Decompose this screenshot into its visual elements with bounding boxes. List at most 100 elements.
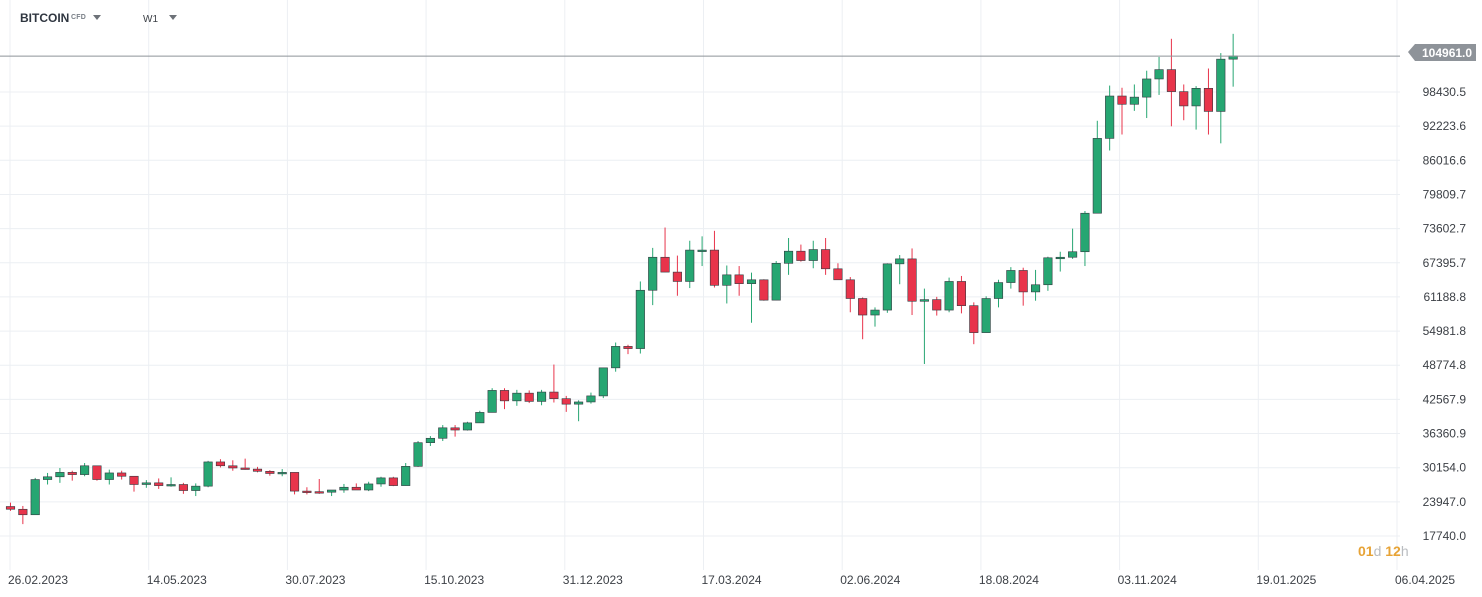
candle[interactable] (351, 483, 361, 491)
candle[interactable] (734, 266, 744, 296)
candle[interactable] (821, 237, 831, 275)
candle[interactable] (450, 425, 460, 437)
candle[interactable] (1018, 267, 1028, 306)
candle[interactable] (709, 230, 720, 288)
candle[interactable] (80, 463, 90, 477)
candle[interactable] (178, 482, 188, 494)
candle[interactable] (598, 367, 608, 399)
candle[interactable] (1068, 228, 1078, 259)
candle[interactable] (401, 463, 411, 486)
candle[interactable] (919, 288, 929, 364)
candle[interactable] (277, 469, 287, 477)
candle[interactable] (944, 277, 954, 313)
candle[interactable] (413, 441, 423, 467)
candle[interactable] (697, 236, 707, 267)
price-axis[interactable]: 98430.5 92223.6 86016.6 79809.7 73602.7 67395… (1423, 85, 1467, 543)
candle[interactable] (388, 476, 398, 487)
candle[interactable] (648, 247, 658, 306)
candle[interactable] (376, 476, 386, 487)
candle[interactable] (364, 481, 374, 492)
timeframe-dropdown-icon[interactable] (169, 15, 177, 20)
candle[interactable] (524, 390, 534, 404)
candle[interactable] (660, 227, 670, 273)
candle[interactable] (932, 296, 942, 316)
candle[interactable] (1179, 84, 1189, 121)
candle[interactable] (240, 458, 250, 470)
candle[interactable] (1006, 267, 1016, 289)
candle[interactable] (1092, 120, 1102, 214)
candle[interactable] (1154, 56, 1164, 95)
candle[interactable] (487, 388, 497, 413)
candle[interactable] (499, 388, 510, 410)
candle[interactable] (1166, 38, 1176, 127)
candle[interactable] (438, 425, 448, 442)
candle[interactable] (969, 302, 979, 345)
candle[interactable] (771, 261, 781, 301)
candle[interactable] (536, 389, 547, 406)
candle[interactable] (1203, 68, 1213, 135)
candle[interactable] (981, 296, 991, 333)
candle[interactable] (561, 395, 571, 412)
candle[interactable] (191, 483, 201, 497)
candle[interactable] (574, 400, 584, 422)
candle[interactable] (203, 460, 213, 488)
candle[interactable] (302, 487, 312, 495)
candle[interactable] (228, 460, 238, 471)
candle[interactable] (1142, 70, 1152, 119)
candle[interactable] (611, 342, 621, 372)
candle[interactable] (956, 275, 967, 314)
candle[interactable] (18, 505, 28, 525)
candle[interactable] (42, 472, 53, 485)
candle[interactable] (92, 465, 102, 481)
candle[interactable] (252, 466, 263, 473)
candle[interactable] (722, 265, 732, 304)
candle[interactable] (1080, 211, 1090, 267)
candle[interactable] (67, 470, 77, 481)
candle[interactable] (339, 483, 349, 493)
candle[interactable] (1105, 85, 1115, 151)
candle[interactable] (154, 478, 164, 489)
candle[interactable] (759, 279, 769, 301)
candle[interactable] (129, 475, 139, 492)
candle[interactable] (796, 244, 806, 262)
candle[interactable] (685, 240, 695, 289)
candle[interactable] (512, 389, 522, 406)
candle[interactable] (1216, 53, 1226, 144)
candle[interactable] (783, 237, 794, 275)
candle[interactable] (623, 344, 633, 355)
candle[interactable] (1129, 84, 1139, 111)
candle[interactable] (635, 281, 645, 354)
timeframe-selector[interactable]: W1 (143, 14, 158, 25)
candle[interactable] (289, 472, 300, 495)
candle[interactable] (1191, 86, 1201, 130)
candle[interactable] (895, 255, 905, 285)
candle[interactable] (55, 467, 65, 483)
candle[interactable] (30, 477, 40, 516)
candle[interactable] (1043, 256, 1053, 291)
candle[interactable] (882, 263, 892, 313)
candle[interactable] (215, 459, 225, 468)
time-axis[interactable]: 26.02.2023 14.05.2023 30.07.2023 15.10.2023… (8, 573, 1455, 587)
symbol-dropdown-icon[interactable] (93, 15, 101, 20)
candle[interactable] (475, 410, 485, 424)
candle[interactable] (1117, 87, 1127, 135)
candle[interactable] (166, 477, 176, 487)
candle[interactable] (586, 392, 596, 404)
candle[interactable] (672, 255, 682, 296)
candle[interactable] (845, 277, 855, 313)
candle[interactable] (870, 307, 880, 327)
candle[interactable] (993, 279, 1004, 308)
candle[interactable] (858, 297, 868, 340)
candle[interactable] (425, 436, 435, 446)
candle[interactable] (314, 478, 324, 494)
candle[interactable] (1031, 269, 1041, 301)
candle[interactable] (833, 263, 843, 281)
candle[interactable] (104, 469, 114, 485)
candle[interactable] (549, 364, 559, 403)
candle[interactable] (746, 272, 757, 323)
candle[interactable] (1055, 251, 1065, 272)
candle[interactable] (141, 480, 151, 488)
candle[interactable] (327, 489, 337, 497)
candle[interactable] (907, 248, 917, 316)
